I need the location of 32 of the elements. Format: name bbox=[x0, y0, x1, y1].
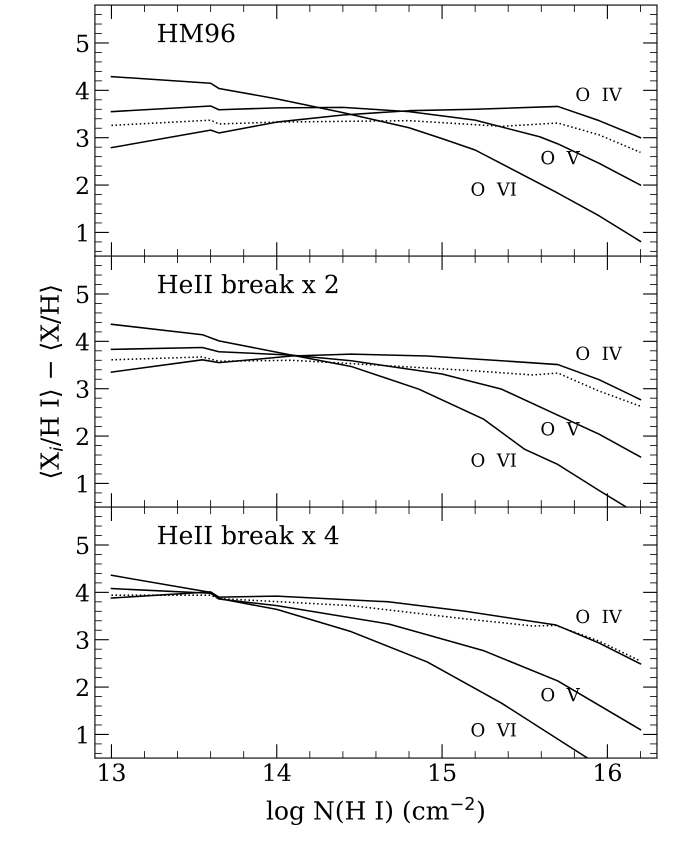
y-tick-label: 4 bbox=[76, 332, 89, 350]
x-tick-label: 15 bbox=[430, 763, 456, 782]
legend-label: O IV bbox=[576, 87, 622, 102]
y-tick-label: 3 bbox=[76, 129, 88, 147]
text: HM96 bbox=[158, 24, 234, 42]
series-label: O VI bbox=[472, 182, 516, 196]
y-tick-label: 5 bbox=[77, 286, 88, 304]
y-tick-label: 2 bbox=[76, 428, 88, 446]
y-tick-label: 1 bbox=[78, 726, 87, 744]
x-tick-label: 13 bbox=[99, 763, 125, 782]
y-tick-label: 5 bbox=[77, 34, 88, 52]
y-tick-label: 4 bbox=[76, 82, 89, 100]
y-tick-label: 3 bbox=[76, 380, 88, 398]
y-axis-title: ⟨X$_{i}$/H I⟩ − ⟨X/H⟩ bbox=[40, 286, 63, 478]
x-tick-label: 16 bbox=[595, 763, 621, 782]
x-axis-title: log N(H I) (cm$^{−2}$) bbox=[266, 796, 484, 826]
y-tick-label: 2 bbox=[76, 678, 88, 696]
series-label: O V bbox=[541, 150, 580, 164]
y-tick-label: 5 bbox=[77, 536, 88, 554]
text: HeII break x 4 bbox=[158, 525, 338, 544]
legend-label: O IV bbox=[576, 610, 622, 624]
series-label: O V bbox=[541, 422, 580, 436]
text: HeII break x 2 bbox=[158, 274, 338, 294]
legend-label: O IV bbox=[576, 346, 622, 360]
x-tick-label: 14 bbox=[264, 763, 291, 781]
y-tick-label: 1 bbox=[78, 474, 87, 492]
series-label: O VI bbox=[472, 453, 516, 467]
series-label: O VI bbox=[472, 723, 516, 737]
y-tick-label: 3 bbox=[76, 631, 88, 650]
y-tick-label: 1 bbox=[78, 224, 87, 242]
y-tick-label: 4 bbox=[76, 584, 89, 602]
y-tick-label: 2 bbox=[76, 176, 88, 194]
